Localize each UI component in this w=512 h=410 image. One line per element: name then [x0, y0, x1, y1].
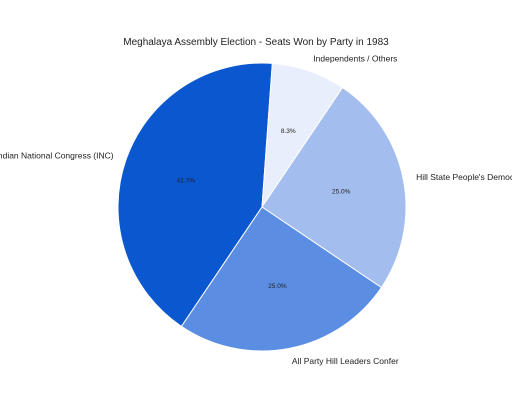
slice-category-label: All Party Hill Leaders Confer — [292, 356, 399, 366]
slice-percent-label: 8.3% — [281, 128, 296, 135]
slice-category-label: Independents / Others — [313, 54, 397, 64]
slice-category-label: Hill State People's Democratic Party (HS… — [416, 172, 512, 182]
pie-slices — [117, 62, 407, 352]
pie-labels: 41.7% Indian National Congress (INC) 8.3% I… — [0, 54, 512, 367]
slice-category-label: Indian National Congress (INC) — [0, 151, 114, 161]
pie-slice-all-party-hill-leaders-confer — [180, 206, 383, 352]
pie-slice-hill-state-people-s-democratic-party-hspdp — [261, 86, 407, 289]
pie-slice-indian-national-congress-inc — [117, 62, 273, 328]
slice-percent-label: 41.7% — [177, 178, 196, 185]
slice-percent-label: 25.0% — [268, 283, 287, 290]
chart-title: Meghalaya Assembly Election - Seats Won … — [123, 37, 389, 48]
slice-percent-label: 25.0% — [332, 189, 351, 196]
